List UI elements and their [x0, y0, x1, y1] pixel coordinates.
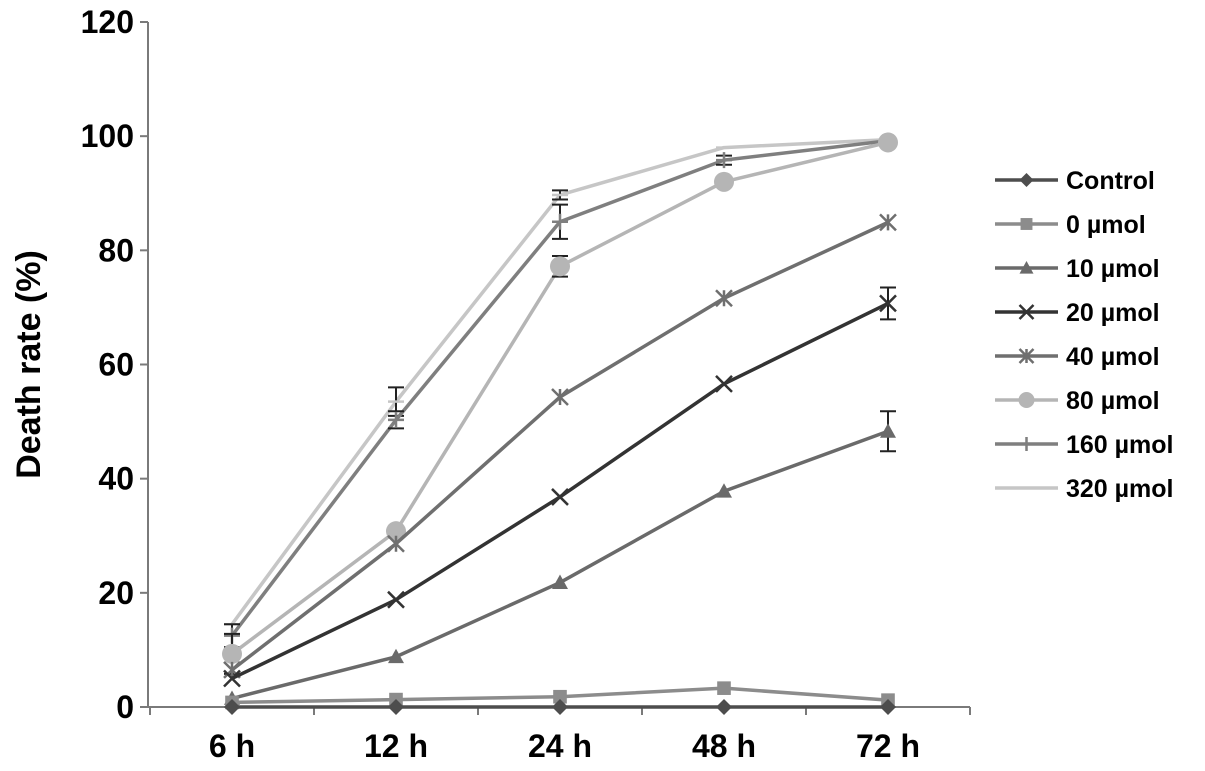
legend-item-10-mol: 10 µmol: [995, 255, 1160, 283]
x-tick-label: 72 h: [856, 728, 920, 764]
y-tick-label: 40: [98, 461, 134, 497]
y-tick-label: 120: [81, 4, 134, 40]
data-point: [386, 521, 406, 542]
legend-label: Control: [1066, 167, 1155, 195]
data-point: [551, 388, 569, 406]
data-point: [716, 699, 732, 715]
y-tick-label: 60: [98, 347, 134, 383]
legend-marker: [1018, 348, 1035, 364]
legend-marker: [1019, 437, 1034, 451]
legend-item-control: Control: [995, 167, 1155, 195]
series-line: [231, 429, 889, 701]
data-point: [714, 171, 734, 192]
legend-item-0-mol: 0 µmol: [995, 211, 1146, 239]
legend-marker: [1020, 218, 1033, 230]
data-point: [879, 294, 897, 313]
axes: [147, 22, 970, 708]
axis-ticks: 0 20 40 60 80 100 120 6 h 12 h 24 h 48 h 72 h: [81, 4, 971, 764]
series-control: [224, 699, 896, 715]
series-10-mol: [224, 410, 896, 705]
data-point: [224, 699, 240, 715]
data-point: [716, 483, 732, 498]
legend-item-80-mol: 80 µmol: [995, 387, 1160, 415]
legend-marker: [1019, 261, 1034, 274]
x-tick-label: 12 h: [364, 728, 428, 764]
series-80-mol: [222, 132, 898, 675]
legend-item-40-mol: 40 µmol: [995, 343, 1160, 371]
legend-marker: [1019, 173, 1034, 187]
legend: Control 0 µmol 10 µmol 20 µmol 40 µmol 80 µmo…: [995, 167, 1174, 503]
legend-label: 0 µmol: [1066, 211, 1146, 239]
data-point: [716, 152, 732, 169]
data-point: [388, 648, 404, 664]
data-point: [387, 534, 405, 553]
data-point: [878, 132, 898, 153]
legend-label: 40 µmol: [1066, 343, 1160, 371]
legend-label: 160 µmol: [1066, 431, 1174, 459]
series-line: [230, 220, 889, 672]
data-point: [222, 643, 242, 664]
data-point: [223, 669, 241, 688]
data-point: [552, 699, 568, 715]
data-point: [552, 574, 568, 589]
data-point: [717, 681, 731, 695]
data-point: [553, 689, 567, 704]
data-point: [550, 256, 570, 277]
y-tick-label: 0: [116, 689, 134, 725]
series-20-mol: [223, 286, 897, 688]
legend-marker: [1018, 304, 1035, 320]
data-point: [551, 488, 569, 506]
legend-label: 10 µmol: [1066, 255, 1160, 283]
data-series: [222, 132, 898, 715]
data-point: [552, 213, 568, 230]
data-point: [715, 289, 733, 308]
y-tick-label: 80: [98, 232, 134, 268]
series-40-mol: [223, 213, 897, 679]
x-tick-label: 6 h: [209, 728, 255, 764]
data-point: [880, 423, 896, 438]
y-tick-label: 20: [98, 575, 134, 611]
legend-label: 20 µmol: [1066, 299, 1160, 327]
legend-item-20-mol: 20 µmol: [995, 299, 1160, 327]
data-point: [715, 375, 733, 393]
y-axis-title: Death rate (%): [10, 250, 48, 479]
data-point: [880, 699, 896, 715]
legend-item-160-mol: 160 µmol: [995, 431, 1174, 459]
data-point: [387, 590, 405, 609]
data-point: [388, 699, 404, 715]
legend-label: 320 µmol: [1066, 475, 1174, 503]
series-160-mol: [224, 132, 896, 649]
data-point: [388, 411, 404, 428]
x-tick-label: 48 h: [692, 728, 756, 764]
y-tick-label: 100: [81, 118, 134, 154]
x-tick-label: 24 h: [528, 728, 592, 764]
legend-marker: [1018, 392, 1035, 408]
legend-label: 80 µmol: [1066, 387, 1160, 415]
legend-item-320-mol: 320 µmol: [995, 475, 1174, 503]
data-point: [879, 213, 897, 232]
